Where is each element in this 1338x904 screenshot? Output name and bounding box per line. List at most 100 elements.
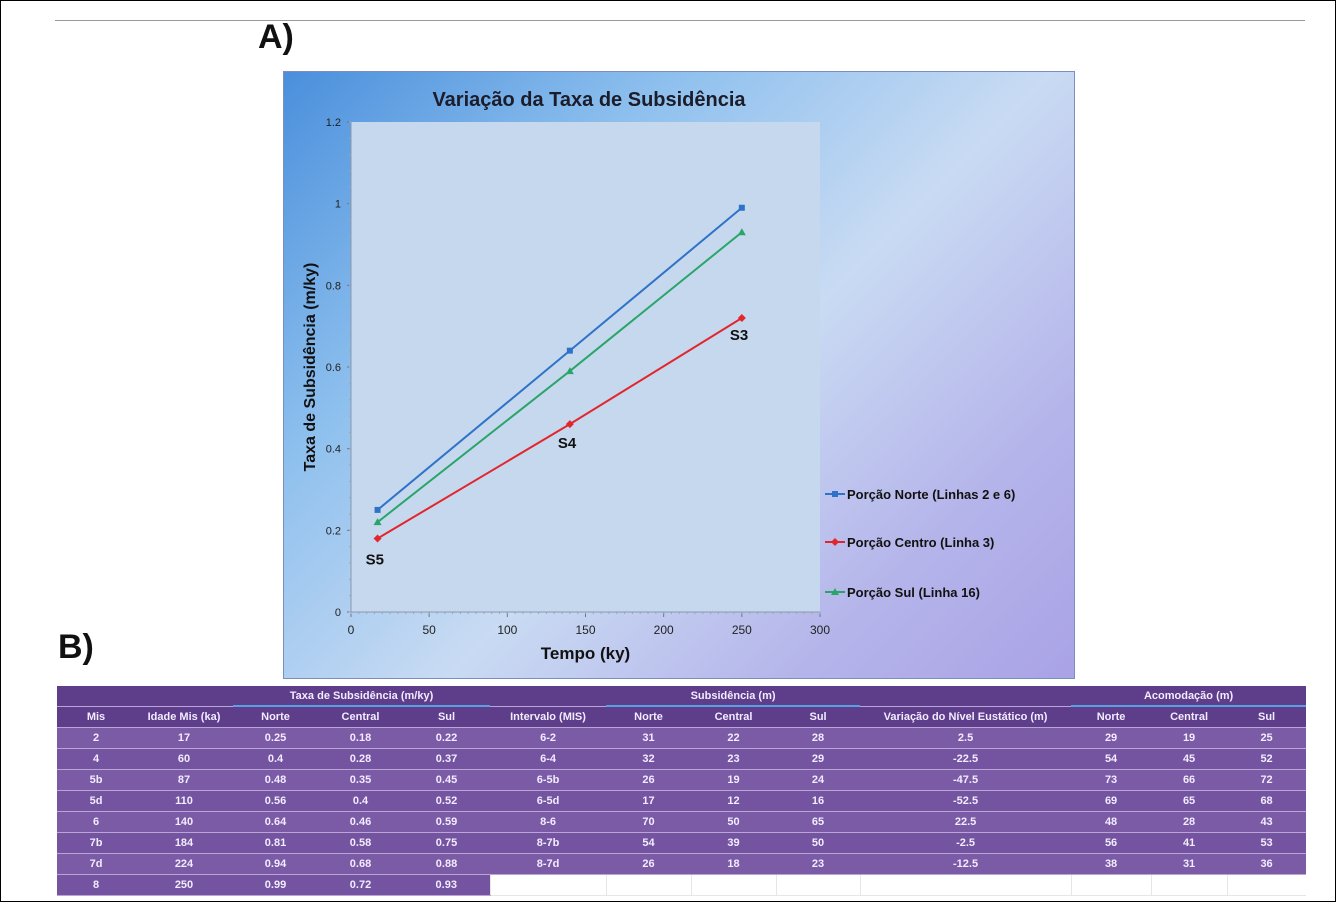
table-cell: 7b	[57, 832, 135, 854]
table-cell: 8	[57, 874, 135, 896]
table-cell: 6	[57, 811, 135, 833]
column-header: Sul	[1227, 706, 1306, 728]
table-cell: 28	[776, 727, 861, 749]
point-annotation: S4	[558, 435, 577, 452]
table-cell: 38	[1071, 853, 1152, 875]
x-axis-label: Tempo (ky)	[541, 644, 630, 663]
table-cell: 0.45	[403, 769, 491, 791]
column-header: Sul	[776, 706, 861, 728]
legend-label: Porção Norte (Linhas 2 e 6)	[847, 487, 1015, 502]
table-cell: 6-5b	[490, 769, 607, 791]
column-header: Norte	[233, 706, 318, 728]
y-tick-label: 0	[335, 607, 341, 619]
table-row: 5b 87 0.48 0.35 0.45 6-5b 26 19 24 -47.5 73 66 72	[57, 769, 1306, 791]
table-cell: 65	[776, 811, 861, 833]
table-cell: 0.35	[318, 769, 403, 791]
y-tick-label: 0.2	[326, 525, 341, 537]
table-cell: -47.5	[860, 769, 1072, 791]
table-cell: 17	[606, 790, 692, 812]
table-cell: 66	[1151, 769, 1228, 791]
y-axis-label: Taxa de Subsidência (m/ky)	[302, 263, 319, 472]
x-tick-label: 200	[654, 623, 674, 637]
table-row: 6 140 0.64 0.46 0.59 8-6 70 50 65 22.5 48 28 43	[57, 811, 1306, 833]
table-cell: -2.5	[860, 832, 1072, 854]
table-cell: 110	[135, 790, 233, 812]
table-cell: 0.4	[318, 790, 403, 812]
x-tick-label: 50	[422, 623, 436, 637]
table-cell: 29	[1071, 727, 1152, 749]
column-header: Variação do Nível Eustático (m)	[860, 706, 1072, 728]
table-cell	[1070, 874, 1152, 896]
table-cell: 0.4	[233, 748, 318, 770]
table-cell: 0.56	[233, 790, 318, 812]
group-header-empty	[490, 686, 607, 707]
table-cell: 65	[1151, 790, 1228, 812]
y-tick-label: 0.8	[326, 280, 341, 292]
table-cell: 19	[1151, 727, 1228, 749]
subsidence-table: Taxa de Subsidência (m/ky) Subsidência (…	[57, 686, 1306, 896]
table-cell	[690, 874, 777, 896]
chart-title: Variação da Taxa de Subsidência	[432, 89, 746, 111]
table-cell: 0.25	[233, 727, 318, 749]
table-cell: 0.59	[403, 811, 491, 833]
table-cell: 87	[135, 769, 233, 791]
table-cell: 2	[57, 727, 135, 749]
data-point	[565, 367, 574, 375]
table-cell	[1150, 874, 1228, 896]
y-tick-label: 1	[335, 199, 341, 211]
table-cell: 0.48	[233, 769, 318, 791]
group-header-empty	[57, 686, 233, 707]
table-cell: 54	[606, 832, 692, 854]
table-cell: 250	[135, 874, 233, 896]
table-cell: 39	[691, 832, 777, 854]
table-cell: 69	[1071, 790, 1152, 812]
table-cell: 0.72	[318, 874, 403, 896]
table-cell: 23	[691, 748, 777, 770]
table-cell: 52	[1227, 748, 1306, 770]
table-cell	[859, 874, 1072, 896]
table-cell: 70	[606, 811, 692, 833]
table-cell: 31	[1151, 853, 1228, 875]
table-cell: 0.37	[403, 748, 491, 770]
table-cell	[775, 874, 861, 896]
table-cell: 17	[135, 727, 233, 749]
table-cell: 0.75	[403, 832, 491, 854]
table-cell: 4	[57, 748, 135, 770]
table-cell: 0.81	[233, 832, 318, 854]
table-cell: 0.22	[403, 727, 491, 749]
table-cell: -12.5	[860, 853, 1072, 875]
table-header-row: Mis Idade Mis (ka) Norte Central Sul Interval…	[57, 706, 1306, 728]
table-cell: 0.94	[233, 853, 318, 875]
column-header: Central	[691, 706, 777, 728]
table-row: 7b 184 0.81 0.58 0.75 8-7b 54 39 50 -2.5 56 41 53	[57, 832, 1306, 854]
table-cell: 72	[1227, 769, 1306, 791]
table-cell: -22.5	[860, 748, 1072, 770]
column-header: Sul	[403, 706, 491, 728]
table-cell: 26	[606, 853, 692, 875]
panel-a-label: A)	[258, 18, 294, 56]
table-cell: 0.58	[318, 832, 403, 854]
data-point	[373, 518, 382, 526]
table-body: 2 17 0.25 0.18 0.22 6-2 31 22 28 2.5 29 19 25 4 60 0.4 0…	[57, 727, 1306, 896]
table-cell: 60	[135, 748, 233, 770]
group-header-taxa: Taxa de Subsidência (m/ky)	[233, 686, 491, 707]
table-cell: 0.52	[403, 790, 491, 812]
table-cell	[1226, 874, 1306, 896]
table-cell: 54	[1071, 748, 1152, 770]
table-cell: 6-2	[490, 727, 607, 749]
table-cell: 48	[1071, 811, 1152, 833]
table-cell: 45	[1151, 748, 1228, 770]
table-cell: 8-6	[490, 811, 607, 833]
table-row: 4 60 0.4 0.28 0.37 6-4 32 23 29 -22.5 54 45 52	[57, 748, 1306, 770]
table-cell: 19	[691, 769, 777, 791]
group-header-empty	[860, 686, 1072, 707]
table-cell: 5d	[57, 790, 135, 812]
table-cell: 0.64	[233, 811, 318, 833]
table-group-header-row: Taxa de Subsidência (m/ky) Subsidência (…	[57, 686, 1306, 707]
data-point	[373, 534, 382, 543]
chart-svg: 0 0.2 0.4 0.6 0.8 1 1.2 0 50 100 150 200 250 300 Varia…	[302, 89, 1015, 663]
column-header: Intervalo (MIS)	[490, 706, 607, 728]
table-cell: 0.93	[403, 874, 491, 896]
data-point	[738, 204, 745, 211]
table-cell: 29	[776, 748, 861, 770]
